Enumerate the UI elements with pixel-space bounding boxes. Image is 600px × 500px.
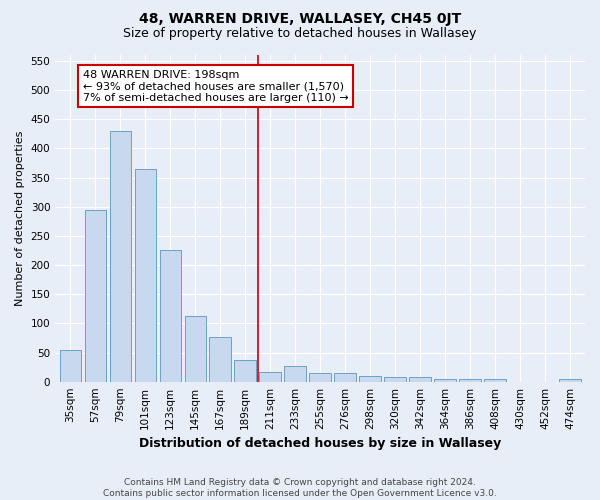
Bar [59,350,81,382]
Bar [385,377,406,382]
Bar [334,373,356,382]
Bar [409,377,431,382]
Bar [310,373,331,382]
Bar [160,250,181,382]
Text: 48 WARREN DRIVE: 198sqm
← 93% of detached houses are smaller (1,570)
7% of semi-: 48 WARREN DRIVE: 198sqm ← 93% of detache… [83,70,349,103]
Bar [85,210,106,382]
Y-axis label: Number of detached properties: Number of detached properties [15,130,25,306]
Bar [284,366,306,382]
Bar [134,169,156,382]
Text: Contains HM Land Registry data © Crown copyright and database right 2024.
Contai: Contains HM Land Registry data © Crown c… [103,478,497,498]
Bar [434,379,455,382]
Bar [209,338,231,382]
Bar [185,316,206,382]
Bar [460,379,481,382]
Bar [110,131,131,382]
Text: 48, WARREN DRIVE, WALLASEY, CH45 0JT: 48, WARREN DRIVE, WALLASEY, CH45 0JT [139,12,461,26]
X-axis label: Distribution of detached houses by size in Wallasey: Distribution of detached houses by size … [139,437,501,450]
Text: Size of property relative to detached houses in Wallasey: Size of property relative to detached ho… [124,28,476,40]
Bar [235,360,256,382]
Bar [259,372,281,382]
Bar [359,376,380,382]
Bar [559,379,581,382]
Bar [484,379,506,382]
